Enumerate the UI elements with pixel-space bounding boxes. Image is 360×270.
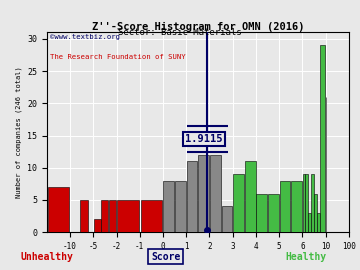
Bar xyxy=(302,174,305,232)
Bar xyxy=(320,45,325,232)
Text: ©www.textbiz.org: ©www.textbiz.org xyxy=(50,34,120,40)
Text: Score: Score xyxy=(151,252,180,262)
Text: Unhealthy: Unhealthy xyxy=(21,252,73,262)
Text: The Research Foundation of SUNY: The Research Foundation of SUNY xyxy=(50,54,185,60)
Text: Sector: Basic Materials: Sector: Basic Materials xyxy=(118,28,242,37)
Bar xyxy=(141,200,162,232)
Bar xyxy=(117,200,139,232)
Bar xyxy=(175,181,186,232)
Bar xyxy=(280,181,291,232)
Bar xyxy=(210,155,221,232)
Y-axis label: Number of companies (246 total): Number of companies (246 total) xyxy=(15,66,22,198)
Title: Z''-Score Histogram for OMN (2016): Z''-Score Histogram for OMN (2016) xyxy=(92,22,304,32)
Bar xyxy=(221,207,232,232)
Bar xyxy=(94,219,101,232)
Bar xyxy=(198,155,209,232)
Bar xyxy=(291,181,302,232)
Bar xyxy=(314,194,317,232)
Bar xyxy=(163,181,174,232)
Bar xyxy=(311,174,314,232)
Bar xyxy=(245,161,256,232)
Bar xyxy=(80,200,88,232)
Bar xyxy=(309,213,311,232)
Bar xyxy=(187,161,197,232)
Text: 1.9115: 1.9115 xyxy=(185,134,223,144)
Bar xyxy=(256,194,267,232)
Bar xyxy=(268,194,279,232)
Bar xyxy=(317,213,320,232)
Text: Healthy: Healthy xyxy=(285,252,327,262)
Bar xyxy=(102,200,108,232)
Bar xyxy=(306,174,308,232)
Bar xyxy=(233,174,244,232)
Bar xyxy=(109,200,116,232)
Bar xyxy=(48,187,69,232)
